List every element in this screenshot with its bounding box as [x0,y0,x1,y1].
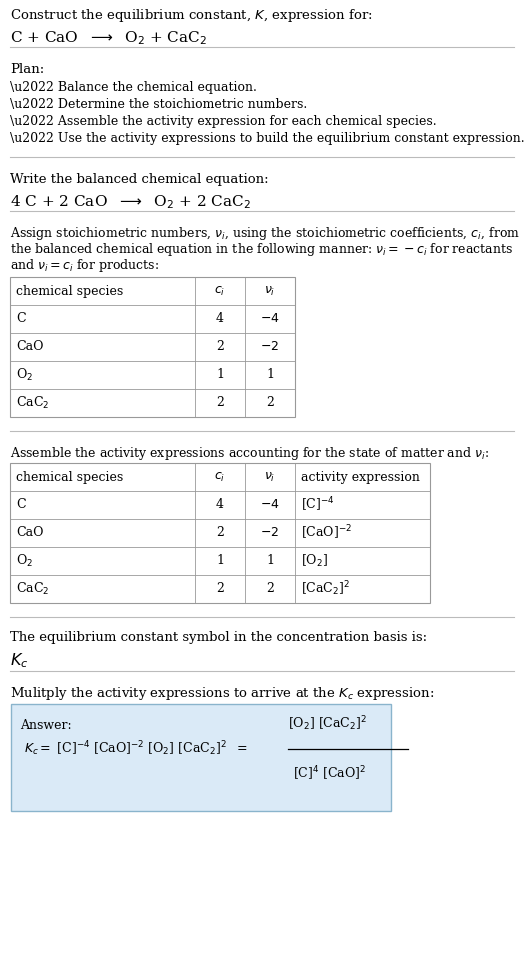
Text: 1: 1 [266,555,274,567]
Text: the balanced chemical equation in the following manner: $\nu_i = -c_i$ for react: the balanced chemical equation in the fo… [10,241,513,258]
Text: C + CaO  $\longrightarrow$  O$_2$ + CaC$_2$: C + CaO $\longrightarrow$ O$_2$ + CaC$_2… [10,29,207,47]
Text: Construct the equilibrium constant, $K$, expression for:: Construct the equilibrium constant, $K$,… [10,7,373,24]
Text: [C]$^{-4}$: [C]$^{-4}$ [301,496,335,514]
Text: chemical species: chemical species [16,471,123,483]
Text: CaO: CaO [16,526,43,540]
Text: [O$_2$]: [O$_2$] [301,553,328,569]
Text: $c_i$: $c_i$ [214,471,226,483]
Text: 2: 2 [266,396,274,410]
Text: Assign stoichiometric numbers, $\nu_i$, using the stoichiometric coefficients, $: Assign stoichiometric numbers, $\nu_i$, … [10,225,520,242]
Text: $c_i$: $c_i$ [214,285,226,298]
Text: \u2022 Assemble the activity expression for each chemical species.: \u2022 Assemble the activity expression … [10,115,436,128]
Text: \u2022 Determine the stoichiometric numbers.: \u2022 Determine the stoichiometric numb… [10,98,307,111]
Text: and $\nu_i = c_i$ for products:: and $\nu_i = c_i$ for products: [10,257,159,274]
Text: C: C [16,312,26,326]
Text: $K_c = $ [C]$^{-4}$ [CaO]$^{-2}$ [O$_2$] [CaC$_2$]$^2$  $=$: $K_c = $ [C]$^{-4}$ [CaO]$^{-2}$ [O$_2$]… [24,740,248,758]
Text: [CaO]$^{-2}$: [CaO]$^{-2}$ [301,524,352,542]
Text: 2: 2 [266,583,274,596]
Text: \u2022 Balance the chemical equation.: \u2022 Balance the chemical equation. [10,81,257,94]
Text: [C]$^4$ [CaO]$^2$: [C]$^4$ [CaO]$^2$ [293,765,366,783]
Text: 2: 2 [216,526,224,540]
Text: 1: 1 [216,555,224,567]
Text: 1: 1 [216,369,224,381]
Text: CaC$_2$: CaC$_2$ [16,581,49,597]
Text: Answer:: Answer: [20,719,72,732]
Bar [10,277,295,417]
Text: chemical species: chemical species [16,285,123,298]
Text: $\nu_i$: $\nu_i$ [264,285,276,298]
Bar [10,463,430,603]
Text: [CaC$_2$]$^2$: [CaC$_2$]$^2$ [301,580,350,599]
Text: CaC$_2$: CaC$_2$ [16,395,49,411]
Text: Assemble the activity expressions accounting for the state of matter and $\nu_i$: Assemble the activity expressions accoun… [10,445,489,462]
Text: C: C [16,499,26,512]
FancyBboxPatch shape [11,704,391,811]
Text: $K_c$: $K_c$ [10,651,28,669]
Text: \u2022 Use the activity expressions to build the equilibrium constant expression: \u2022 Use the activity expressions to b… [10,132,524,145]
Text: 2: 2 [216,396,224,410]
Text: 4: 4 [216,499,224,512]
Text: O$_2$: O$_2$ [16,367,33,383]
Text: $-2$: $-2$ [260,341,279,353]
Text: Write the balanced chemical equation:: Write the balanced chemical equation: [10,173,269,186]
Text: O$_2$: O$_2$ [16,553,33,569]
Text: 4: 4 [216,312,224,326]
Text: $-4$: $-4$ [260,499,280,512]
Text: 1: 1 [266,369,274,381]
Text: 2: 2 [216,583,224,596]
Text: 4 C + 2 CaO  $\longrightarrow$  O$_2$ + 2 CaC$_2$: 4 C + 2 CaO $\longrightarrow$ O$_2$ + 2 … [10,193,251,211]
Text: [O$_2$] [CaC$_2$]$^2$: [O$_2$] [CaC$_2$]$^2$ [288,714,367,733]
Text: Mulitply the activity expressions to arrive at the $K_c$ expression:: Mulitply the activity expressions to arr… [10,685,434,702]
Text: $-4$: $-4$ [260,312,280,326]
Text: CaO: CaO [16,341,43,353]
Text: activity expression: activity expression [301,471,420,483]
Text: $\nu_i$: $\nu_i$ [264,471,276,483]
Text: $-2$: $-2$ [260,526,279,540]
Text: Plan:: Plan: [10,63,44,76]
Text: The equilibrium constant symbol in the concentration basis is:: The equilibrium constant symbol in the c… [10,631,427,644]
Text: 2: 2 [216,341,224,353]
